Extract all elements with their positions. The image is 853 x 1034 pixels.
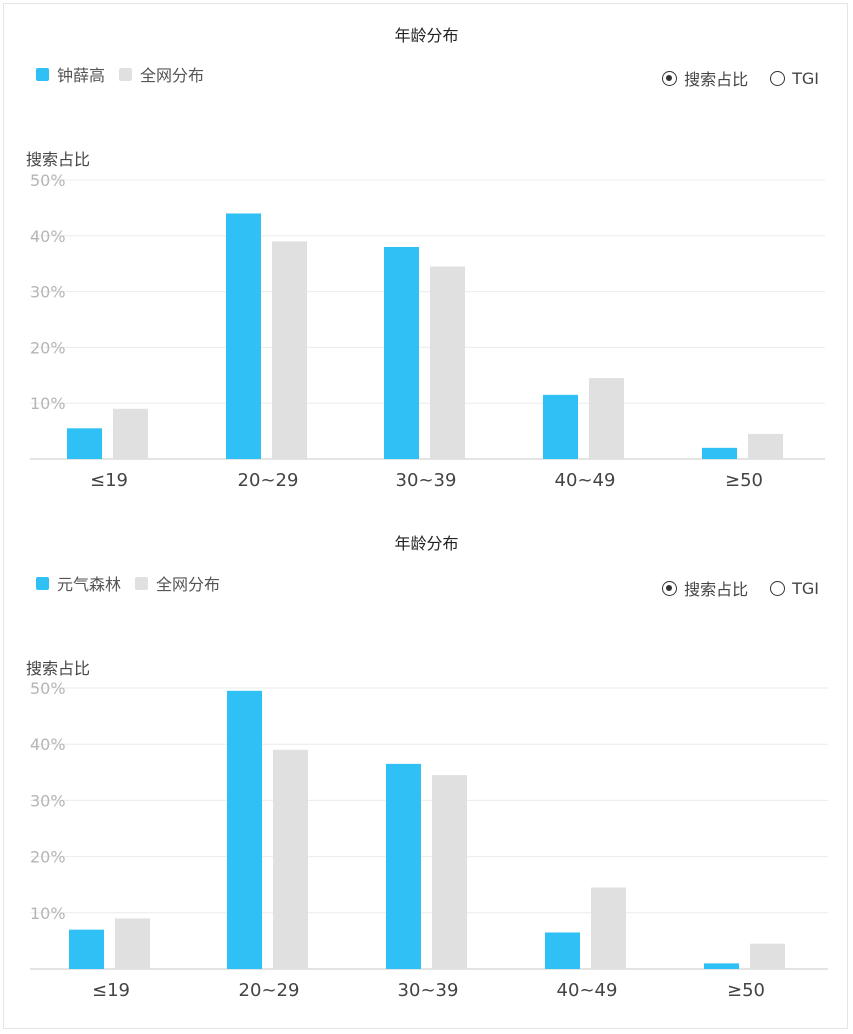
chart-panel-1: 年龄分布 钟薛高 全网分布 搜索占比 TGI 搜索占比 50% 40% 30% 20%… [0, 0, 853, 510]
chart-panel-2: 年龄分布 元气森林 全网分布 搜索占比 TGI 搜索占比 50% 40% 30% 20… [0, 510, 853, 1034]
mode-radio-group: 搜索占比 TGI [640, 576, 819, 600]
legend-label-overall: 全网分布 [156, 575, 221, 594]
y-axis-label: 搜索占比 [26, 150, 91, 169]
chart-frame [3, 3, 848, 1029]
x-tick-label: ≤19 [92, 980, 130, 1001]
legend-label-brand: 元气森林 [57, 575, 122, 594]
chart-title: 年龄分布 [394, 534, 459, 553]
radio-share-label: 搜索占比 [684, 580, 749, 599]
x-tick-label: 20~29 [238, 470, 299, 491]
y-tick-label: 30% [30, 791, 66, 810]
legend-item-brand[interactable]: 元气森林 [36, 571, 121, 595]
legend-item-overall[interactable]: 全网分布 [119, 62, 204, 86]
bar-overall [748, 433, 783, 459]
legend-label-brand: 钟薛高 [57, 66, 106, 85]
x-tick-label: ≤19 [90, 470, 128, 491]
radio-tgi[interactable]: TGI [770, 579, 819, 598]
bar-chart-2: 50% 40% 30% 20% 10% ≤19 20~29 30~39 40~49 ≥50 [30, 679, 828, 1001]
legend-swatch-brand [36, 576, 49, 590]
legend-item-overall[interactable]: 全网分布 [135, 571, 220, 595]
x-tick-label: 40~49 [557, 980, 618, 1001]
chart-title: 年龄分布 [394, 26, 459, 45]
bar-overall [430, 266, 465, 459]
bar-overall [113, 408, 148, 459]
radio-share-selected-icon [662, 70, 678, 86]
x-tick-label: ≥50 [727, 980, 765, 1001]
y-tick-label: 10% [30, 394, 66, 413]
y-tick-label: 40% [30, 735, 66, 754]
y-tick-label: 20% [30, 848, 66, 867]
y-tick-label: 50% [30, 679, 66, 698]
radio-share-label: 搜索占比 [684, 70, 749, 89]
mode-radio-group: 搜索占比 TGI [640, 66, 819, 90]
radio-share-selected-icon [662, 580, 678, 596]
radio-tgi-unselected-icon [770, 580, 786, 596]
bar-overall [272, 241, 307, 459]
y-axis-label: 搜索占比 [26, 659, 91, 678]
radio-tgi-unselected-icon [770, 70, 786, 86]
bar-brand [702, 447, 737, 459]
bar-brand [227, 690, 262, 969]
legend-swatch-overall [119, 67, 133, 81]
bar-brand [386, 763, 421, 969]
radio-tgi[interactable]: TGI [770, 69, 819, 88]
x-tick-label: ≥50 [725, 470, 763, 491]
bar-brand [543, 394, 578, 459]
y-tick-label: 40% [30, 227, 66, 246]
x-tick-label: 40~49 [555, 470, 616, 491]
bar-overall [432, 775, 467, 969]
bar-brand [67, 428, 102, 459]
bar-chart-1: 50% 40% 30% 20% 10% ≤19 20~29 30~39 40~49 ≥50 [30, 171, 825, 491]
legend: 元气森林 全网分布 [36, 571, 234, 595]
bar-brand [226, 213, 261, 459]
y-tick-label: 20% [30, 338, 66, 357]
radio-share[interactable]: 搜索占比 [662, 66, 748, 90]
bar-brand [704, 963, 739, 969]
x-tick-label: 30~39 [396, 470, 457, 491]
radio-tgi-label: TGI [792, 578, 819, 598]
radio-tgi-label: TGI [792, 68, 819, 88]
bar-overall [273, 749, 308, 969]
bar-brand [545, 932, 580, 969]
radio-share[interactable]: 搜索占比 [662, 576, 748, 600]
y-tick-label: 10% [30, 904, 66, 923]
bar-overall [750, 943, 785, 969]
bar-brand [384, 246, 419, 459]
bar-overall [589, 378, 624, 459]
bar-overall [591, 887, 626, 969]
x-tick-label: 30~39 [398, 980, 459, 1001]
y-tick-label: 30% [30, 283, 66, 302]
legend-label-overall: 全网分布 [140, 66, 205, 85]
y-tick-label: 50% [30, 171, 66, 190]
bar-brand [69, 929, 104, 969]
legend-swatch-brand [36, 67, 49, 81]
legend-swatch-overall [135, 576, 149, 590]
legend-item-brand[interactable]: 钟薛高 [36, 62, 105, 86]
legend: 钟薛高 全网分布 [36, 62, 218, 86]
x-tick-label: 20~29 [239, 980, 300, 1001]
bar-overall [115, 918, 150, 969]
